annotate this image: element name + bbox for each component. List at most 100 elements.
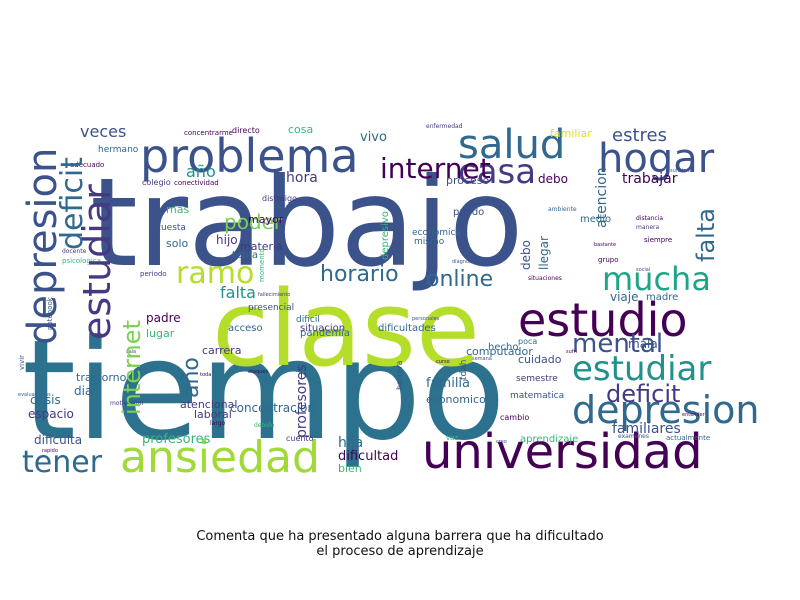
word-computador: debo — [538, 172, 568, 186]
word-clase: clase — [212, 268, 480, 390]
word-suficiente: notebook — [46, 296, 54, 330]
word-cuesta: bien — [338, 462, 362, 475]
word-llegar: concentracion — [230, 401, 315, 415]
word-toda: ambiente — [548, 206, 577, 213]
word-medio: colegio — [142, 178, 171, 187]
word-ahora: conectividad — [174, 179, 219, 187]
word-depresion: depresion — [20, 148, 66, 345]
word-mas: espacio — [28, 407, 74, 421]
word-cosa: viaje — [610, 290, 639, 304]
word-santiago: semana — [472, 356, 492, 362]
word-casa: casa — [458, 152, 536, 192]
word-mismo: cuidado — [518, 353, 562, 366]
word-diagnostico: concentrarme — [184, 129, 233, 137]
word-cuento: momento — [258, 248, 266, 282]
word-puedo: situacion — [300, 323, 345, 334]
word-proceso: pandemia — [300, 328, 350, 339]
word-espacio: hora — [286, 170, 318, 186]
word-colegio: semestre — [516, 374, 558, 384]
word-ruido: siempre — [644, 236, 672, 244]
word-actualmente: motivacion — [110, 400, 143, 407]
word-carrera: profesores — [142, 432, 211, 447]
word-mucha: tener — [22, 445, 103, 480]
word-semestre: tema — [232, 250, 258, 261]
word-ambiente: distancia — [636, 215, 663, 222]
word-padre: dia — [74, 384, 92, 398]
word-familiar: madre — [646, 292, 678, 303]
word-laboral: profesores — [294, 364, 310, 438]
word-tener: depresion — [572, 388, 759, 432]
word-tdah: mismo — [414, 237, 445, 247]
word-hija: economico — [426, 393, 486, 406]
word-gran: toda — [200, 372, 211, 378]
word-carga: actualmente — [666, 434, 710, 442]
word-trabajar: padre — [146, 311, 181, 325]
word-aprendizaje: depresivo — [380, 211, 391, 260]
word-conectividad: poca — [518, 337, 537, 346]
word-segundo: entender — [682, 412, 706, 418]
word-ansiedad: ansiedad — [120, 432, 320, 483]
word-adecuado: matematica — [510, 391, 564, 401]
word-materia: tdah — [459, 360, 469, 380]
word-psicologica: enfermedad — [426, 123, 463, 130]
word-deficit: deficit — [55, 157, 90, 250]
word-vivir: cambio — [500, 413, 529, 422]
caption-line-2: el proceso de aprendizaje — [316, 544, 484, 559]
word-matematica: presencial — [248, 303, 294, 313]
word-siempre: debido — [254, 422, 275, 429]
word-ano: ramo — [176, 256, 254, 291]
figure-caption: Comenta que ha presentado alguna barrera… — [0, 529, 800, 559]
word-presencial: acceso — [228, 323, 263, 334]
word-panico: vez — [446, 434, 458, 442]
word-complicado: manera — [636, 224, 659, 231]
word-vez: directo — [232, 126, 260, 135]
word-bien: familia — [426, 376, 470, 391]
word-concentrarme: aprendizaje — [520, 434, 578, 445]
word-online: mucha — [602, 260, 711, 298]
word-pandemia: vivo — [360, 130, 387, 145]
word-distraigo: dificultades — [378, 323, 436, 334]
word-dia: poder — [224, 210, 283, 234]
word-universidad: universidad — [422, 424, 703, 480]
word-veces: horario — [320, 262, 399, 287]
word-hora: internet — [380, 152, 491, 185]
word-trastorno: trabajar — [622, 171, 678, 187]
word-horario: deficit — [606, 380, 680, 408]
word-turnos: rapido — [42, 448, 58, 454]
word-atencion: lugar — [146, 327, 175, 340]
word-situacion: cosa — [288, 123, 313, 136]
word-evaluaciones: social — [636, 267, 650, 273]
word-notebook: diagnostico — [452, 259, 481, 265]
word-economico: debo — [519, 240, 533, 270]
word-estudiar: estudiar — [75, 184, 119, 340]
word-concentracion: dificulta — [34, 433, 82, 447]
word-persona: grupo — [598, 256, 618, 264]
word-social: docente — [62, 248, 87, 255]
cloud-words: trabajo tiempo clase universidad ansieda… — [18, 122, 759, 483]
word-momento: barrera — [395, 361, 404, 390]
word-solo: atencional — [180, 398, 237, 411]
word-lugar: crisis — [30, 393, 61, 407]
word-anteriormente: sufri — [566, 349, 577, 355]
word-tiempo: tiempo — [22, 310, 506, 471]
word-semana: evaluaciones — [18, 392, 51, 398]
word-curso: personales — [412, 316, 440, 322]
word-enfermedades: situaciones — [528, 275, 562, 282]
word-cambio: hermano — [98, 145, 139, 155]
word-estres: online — [426, 267, 493, 292]
word-hecho: dificil — [296, 315, 320, 325]
word-falta: falta — [692, 208, 720, 262]
word-distancia: cuento — [286, 434, 314, 443]
caption-line-1: Comenta que ha presentado alguna barrera… — [196, 529, 604, 544]
word-cierto: creo — [496, 439, 507, 445]
word-poder: año — [179, 357, 204, 398]
word-situaciones: vivir — [18, 355, 26, 370]
word-barrera: puedo — [453, 207, 484, 218]
word-trabajo: trabajo — [90, 152, 524, 294]
word-manera: largo — [210, 420, 226, 427]
word-profesores: año — [186, 162, 216, 181]
word-enfermedad: adecuado — [70, 161, 104, 169]
word-motivacion: suficiente — [670, 168, 694, 174]
word-dificil: familiar — [550, 127, 592, 140]
